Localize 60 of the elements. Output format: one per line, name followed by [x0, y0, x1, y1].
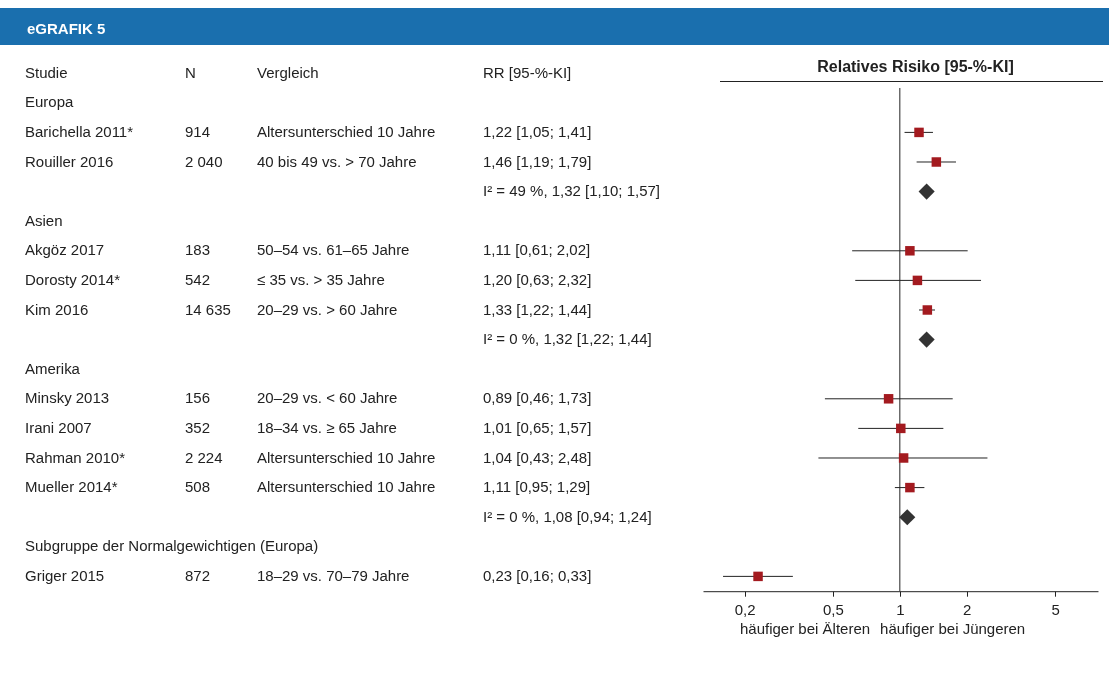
text: 0,23 [0,16; 0,33]	[483, 567, 592, 584]
text: 40 bis 49 vs. > 70 Jahre	[257, 152, 417, 170]
category-label: Barichella 2011*	[25, 123, 134, 140]
category-label: Dorosty 2014*	[25, 271, 120, 288]
category-label: Minsky 2013	[25, 389, 110, 407]
text: 18–34 vs. ≥ 65 Jahre	[257, 419, 397, 436]
text: 1,22 [1,05; 1,41]	[483, 123, 592, 140]
chart-title: Relatives Risiko [95-%-KI]	[698, 52, 1103, 82]
text: I² = 0 %, 1,08 [0,94; 1,24]	[483, 507, 652, 525]
x-tick-label: 0,5	[823, 600, 844, 618]
text: Altersunterschied 10 Jahre	[257, 448, 436, 466]
text: 183	[185, 241, 211, 259]
category-label: Rahman 2010*	[25, 448, 125, 466]
category-label: Kim 2016	[25, 300, 89, 318]
category-label: Mueller 2014*	[25, 478, 118, 496]
category-label: Vergleich	[257, 63, 319, 81]
text: 2 040	[185, 152, 223, 170]
text: 2 224	[185, 448, 223, 466]
text: I² = 0 %, 1,32 [1,22; 1,44]	[483, 330, 652, 348]
category-label: N	[185, 63, 196, 81]
text: 20–29 vs. < 60 Jahre	[257, 389, 398, 407]
text: 508	[185, 478, 211, 496]
category-label: Rouiller 2016	[25, 152, 114, 170]
text: ≤ 35 vs. > 35 Jahre	[257, 271, 385, 288]
text: 914	[185, 123, 211, 140]
text: I² = 49 %, 1,32 [1,10; 1,57]	[483, 182, 661, 200]
text: häufiger bei Jüngeren	[880, 619, 1026, 637]
text: eGRAFIK 5	[0, 8, 1109, 45]
text: 20–29 vs. > 60 Jahre	[257, 300, 398, 318]
text: häufiger bei Älteren	[740, 619, 871, 637]
text: 50–54 vs. 61–65 Jahre	[257, 241, 410, 259]
text: 1,20 [0,63; 2,32]	[483, 271, 592, 288]
text: 1,04 [0,43; 2,48]	[483, 448, 592, 466]
text: 1,46 [1,19; 1,79]	[483, 152, 592, 170]
text: 1,11 [0,95; 1,29]	[483, 478, 591, 496]
category-label: RR [95-%-KI]	[483, 63, 572, 81]
text: Altersunterschied 10 Jahre	[257, 123, 436, 140]
category-label: Akgöz 2017	[25, 241, 105, 259]
x-tick-label: 0,2	[734, 600, 756, 618]
category-label: Amerika	[25, 359, 80, 377]
x-tick-label: 2	[963, 600, 972, 618]
category-label: Studie	[25, 63, 68, 81]
text: 1,11 [0,61; 2,02]	[483, 241, 591, 259]
x-tick-label: 1	[896, 600, 905, 618]
category-label: Asien	[25, 211, 63, 229]
text: 156	[185, 389, 211, 407]
text: 1,01 [0,65; 1,57]	[483, 419, 592, 436]
text: 0,89 [0,46; 1,73]	[483, 389, 592, 407]
text: 14 635	[185, 300, 231, 318]
x-tick-label: 5	[1051, 600, 1060, 618]
category-label: Subgruppe der Normalgewichtigen (Europa)	[25, 537, 319, 555]
text: Altersunterschied 10 Jahre	[257, 478, 436, 496]
text: 542	[185, 271, 211, 288]
text: 1,33 [1,22; 1,44]	[483, 300, 592, 318]
text: 872	[185, 567, 211, 584]
text: 352	[185, 419, 211, 436]
category-label: Europa	[25, 93, 74, 111]
category-label: Griger 2015	[25, 567, 105, 584]
text: 18–29 vs. 70–79 Jahre	[257, 567, 410, 584]
category-label: Irani 2007	[25, 419, 92, 436]
